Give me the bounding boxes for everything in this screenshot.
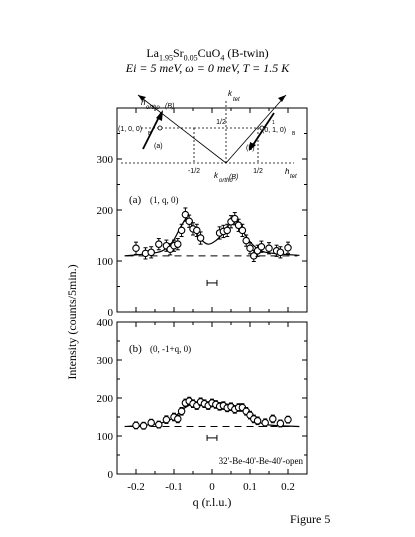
x-tick-label: -0.2 (127, 481, 144, 493)
point-b-label: (0, 1, 0) (262, 127, 286, 134)
data-point-a (181, 210, 190, 219)
half-right-label: 1/2 (253, 168, 263, 175)
k-tet-sub: tet (233, 97, 240, 103)
h-ortho-axis (137, 94, 227, 164)
point-a-label: (1, 0, 0) (118, 126, 142, 133)
k-ortho-suffix: (B) (229, 174, 238, 181)
title-sr: Sr (172, 46, 184, 60)
scan-label-b: (0, -1+q, 0) (150, 344, 191, 354)
point-b-bar: 1 (272, 120, 275, 126)
figure-title: La1.95Sr0.05CuO4 (B-twin) (0, 46, 415, 65)
data-point-a (177, 226, 186, 235)
y-tick-label-a: 300 (97, 154, 114, 166)
h-ortho-label: h (141, 98, 146, 107)
k-ortho-arrowhead (278, 95, 286, 102)
x-tick-label: 0.2 (281, 481, 295, 493)
data-point-a (242, 236, 250, 245)
data-point-b (132, 421, 140, 430)
y-tick-label-b: 400 (97, 317, 114, 329)
k-tet-label: k (228, 89, 233, 98)
h-tet-sub: tet (290, 174, 297, 180)
data-point-a (223, 226, 231, 235)
plot-frame-b (116, 321, 308, 475)
title-cuo: CuO (197, 46, 221, 60)
scan-b-arrowhead (249, 142, 256, 151)
collimation-label: 32'-Be-40'-Be-40'-open (219, 456, 304, 466)
data-point-b (162, 415, 171, 424)
plot-frame-a (116, 107, 308, 313)
data-point-a (246, 244, 254, 253)
data-point-a (265, 244, 273, 253)
bragg-point-a (157, 125, 163, 131)
title-twin: (B-twin) (224, 46, 269, 60)
data-point-b (253, 417, 262, 425)
scan-b-line (250, 112, 275, 149)
data-point-b (139, 421, 148, 430)
data-point-a (231, 214, 239, 223)
bragg-point-b (259, 125, 265, 131)
h-ortho-arrowhead (138, 95, 146, 101)
title-cuo-sub: 4 (220, 53, 225, 63)
title-la: La (146, 46, 159, 60)
y-tick-label-b: 100 (97, 431, 114, 443)
data-point-a (276, 248, 285, 257)
x-tick-label: -0.1 (165, 481, 182, 493)
point-b-sub: B (292, 131, 296, 137)
data-point-b (147, 418, 155, 427)
panel-label-a: (a) (129, 194, 142, 206)
point-a-sub: B (148, 131, 152, 137)
y-tick-label-a: 200 (97, 205, 114, 217)
data-point-a (147, 248, 155, 257)
scan-label-a: (1, q, 0) (150, 195, 179, 205)
data-point-a (257, 242, 266, 251)
data-point-b (276, 419, 285, 428)
x-axis-label: q (r.l.u.) (193, 495, 232, 509)
h-ortho-suffix: (B) (165, 103, 174, 110)
figure-caption: Figure 5 (290, 512, 331, 526)
y-tick-label-a: 0 (108, 307, 114, 319)
data-point-b (284, 415, 292, 424)
y-tick-label-a: 100 (97, 256, 114, 268)
data-point-a (185, 217, 193, 225)
data-point-a (174, 240, 182, 248)
k-ortho-axis (225, 94, 287, 164)
k-ortho-label: k (214, 171, 219, 180)
data-point-a (193, 226, 201, 235)
k-ortho-sub: ortho (219, 178, 233, 184)
data-point-a (196, 234, 205, 242)
title-sr-sub: 0.05 (183, 53, 198, 63)
y-tick-label-b: 0 (108, 469, 114, 481)
data-point-b (261, 418, 269, 427)
x-tick-label: 0 (209, 481, 215, 493)
scan-a-arrowhead (156, 110, 163, 121)
data-point-a (234, 221, 243, 230)
y-tick-label-b: 200 (97, 393, 114, 405)
y-tick-label-b: 300 (97, 355, 114, 367)
title-la-sub: 1.95 (158, 53, 173, 63)
h-ortho-sub: ortho (146, 105, 160, 111)
panel-label-b: (b) (129, 343, 142, 355)
data-point-b (269, 415, 277, 423)
data-point-b (174, 415, 182, 423)
data-point-a (250, 252, 258, 260)
figure-conditions: Ei = 5 meV, ω = 0 meV, T = 1.5 K (125, 61, 290, 75)
half-top-label: 1/2 (216, 119, 226, 126)
h-tet-label: h (285, 167, 290, 176)
data-point-a (284, 243, 292, 252)
data-point-a (155, 240, 163, 248)
scan-a-label: (a) (154, 143, 163, 150)
x-tick-label: 0.1 (243, 481, 257, 493)
data-point-b (177, 407, 186, 416)
data-point-a (238, 226, 247, 235)
y-axis-label: Intensity (counts/5min.) (65, 264, 79, 379)
half-left-label: -1/2 (188, 168, 200, 175)
data-point-b (155, 420, 163, 429)
scan-b-label: (b) (246, 145, 255, 152)
data-point-a (132, 244, 140, 253)
